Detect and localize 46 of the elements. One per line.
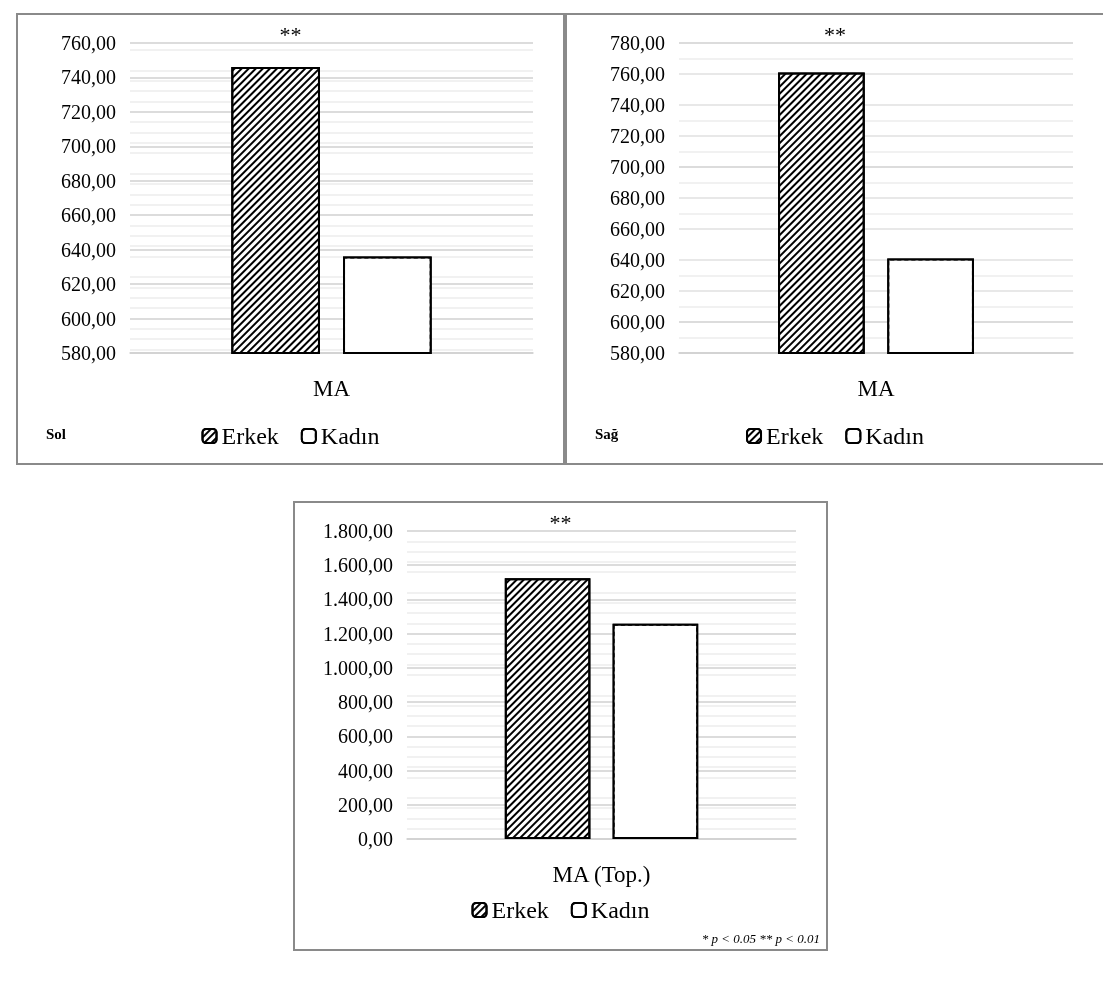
y-tick-label: 620,00 — [610, 280, 665, 302]
y-tick-label: 660,00 — [61, 204, 116, 227]
y-tick-label: 760,00 — [610, 63, 665, 85]
y-tick-label: 1.000,00 — [323, 656, 393, 679]
legend-label: Kadın — [320, 423, 380, 449]
y-tick-label: 700,00 — [61, 135, 116, 158]
y-tick-label: 720,00 — [61, 100, 116, 123]
annotation: ** — [824, 21, 846, 47]
annotation: ** — [279, 21, 302, 47]
y-tick-label: 680,00 — [610, 187, 665, 209]
y-tick-label: 640,00 — [61, 238, 116, 261]
annotation: ** — [549, 509, 572, 535]
text: Sol — [46, 425, 67, 442]
y-tick-label: 400,00 — [338, 759, 393, 782]
y-tick-label: 600,00 — [610, 311, 665, 333]
text: * p < 0.05 ** p < 0.01 — [701, 931, 820, 946]
text: Sağ — [595, 425, 619, 442]
y-tick-label: 700,00 — [610, 156, 665, 178]
y-tick-label: 740,00 — [61, 66, 116, 89]
legend-label: Kadın — [590, 897, 650, 923]
y-tick-label: 800,00 — [338, 691, 393, 714]
x-tick-label: MA — [857, 376, 895, 401]
legend-label: Erkek — [221, 423, 279, 449]
legend-label: Erkek — [766, 423, 824, 449]
y-tick-label: 720,00 — [610, 125, 665, 147]
x-tick-label: MA (Top.) — [552, 862, 651, 887]
y-tick-label: 580,00 — [61, 342, 116, 364]
y-tick-label: 740,00 — [610, 94, 665, 116]
y-tick-label: 780,00 — [610, 32, 665, 54]
y-tick-label: 1.600,00 — [323, 554, 393, 577]
y-tick-label: 580,00 — [610, 342, 665, 364]
x-tick-label: MA — [312, 376, 351, 401]
legend-label: Kadın — [865, 423, 924, 449]
y-tick-label: 640,00 — [610, 249, 665, 271]
y-tick-label: 200,00 — [338, 793, 393, 816]
y-tick-label: 760,00 — [61, 32, 116, 54]
y-tick-label: 600,00 — [338, 725, 393, 748]
y-tick-label: 660,00 — [610, 218, 665, 240]
y-tick-label: 680,00 — [61, 169, 116, 192]
y-tick-label: 1.200,00 — [323, 622, 393, 645]
legend-label: Erkek — [491, 897, 549, 923]
y-tick-label: 0,00 — [358, 828, 393, 850]
y-tick-label: 600,00 — [61, 307, 116, 330]
y-tick-label: 1.800,00 — [323, 520, 393, 542]
y-tick-label: 620,00 — [61, 273, 116, 296]
y-tick-label: 1.400,00 — [323, 588, 393, 611]
